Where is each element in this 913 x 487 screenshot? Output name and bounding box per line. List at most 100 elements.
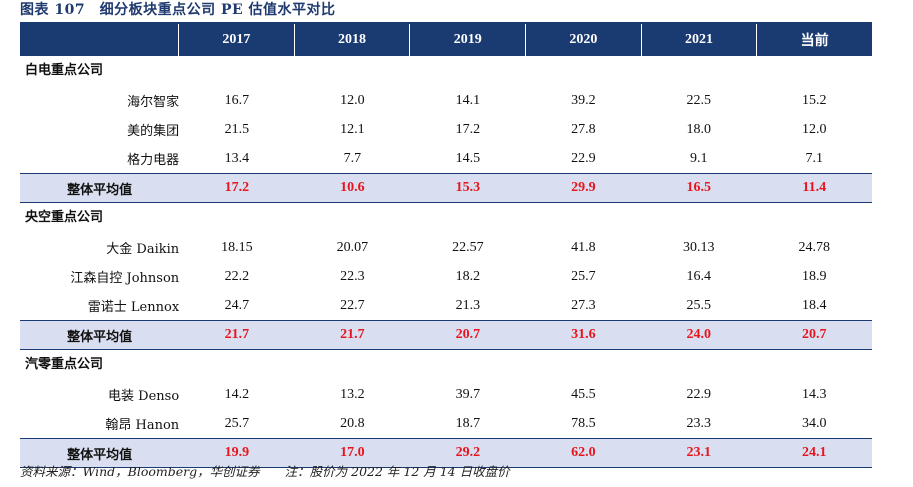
pe-value-cell: 24.7 [224, 297, 250, 313]
pe-value-cell: 18.15 [221, 239, 253, 255]
pe-value-cell: 20.07 [336, 239, 369, 255]
pe-value-cell: 17.2 [455, 121, 481, 137]
average-value-cell: 62.0 [571, 445, 596, 460]
pe-value-cell: 18.7 [455, 415, 481, 431]
pe-value-cell: 12.0 [340, 92, 365, 108]
average-row: 整体平均值 19.9 17.0 29.2 62.0 23.1 24.1 [20, 438, 872, 468]
pe-value-cell: 9.1 [690, 150, 708, 166]
pe-value-cell: 12.0 [802, 121, 827, 137]
pe-value-cell: 25.5 [686, 297, 712, 313]
company-name: 美的集团 [127, 124, 180, 139]
table-row: 美的集团 21.5 12.1 17.2 27.8 18.0 12.0 [20, 115, 872, 144]
pe-value-cell: 22.3 [340, 268, 365, 284]
average-label: 整体平均值 [67, 329, 133, 345]
average-value-cell: 11.4 [802, 180, 827, 195]
pe-value-cell: 25.7 [224, 415, 250, 431]
pe-value-cell: 22.2 [224, 268, 250, 284]
table-row: 大金 Daikin 18.15 20.07 22.57 41.8 30.13 24.78 [20, 233, 872, 262]
header-col-2017: 2017 [178, 24, 294, 56]
pe-value-cell: 22.57 [452, 239, 484, 255]
pe-value-cell: 27.3 [571, 297, 596, 313]
header-col-2021: 2021 [640, 24, 757, 56]
pe-value-cell: 12.1 [340, 121, 365, 137]
average-label: 整体平均值 [67, 447, 133, 463]
company-name: 大金 Daikin [106, 242, 180, 257]
section-label: 汽零重点公司 [25, 357, 104, 372]
pe-value-cell: 22.5 [686, 92, 712, 108]
pe-value-cell: 16.4 [686, 268, 712, 284]
pe-value-cell: 14.5 [455, 150, 481, 166]
average-row: 整体平均值 17.2 10.6 15.3 29.9 16.5 11.4 [20, 173, 872, 203]
pe-value-cell: 18.0 [686, 121, 712, 137]
pe-value-cell: 7.7 [343, 150, 362, 166]
pe-value-cell: 22.9 [686, 386, 712, 402]
pe-value-cell: 14.1 [455, 92, 481, 108]
pe-value-cell: 24.78 [798, 239, 831, 255]
pe-value-cell: 22.9 [571, 150, 596, 166]
company-name: 雷诺士 Lennox [87, 300, 180, 315]
average-row: 整体平均值 21.7 21.7 20.7 31.6 24.0 20.7 [20, 320, 872, 350]
header-col-2020: 2020 [525, 24, 641, 56]
average-value-cell: 31.6 [571, 327, 596, 342]
pe-value-cell: 39.7 [455, 386, 481, 402]
pe-value-cell: 16.7 [224, 92, 250, 108]
average-value-cell: 19.9 [224, 445, 250, 460]
pe-value-cell: 21.3 [455, 297, 481, 313]
header-col-2018: 2018 [293, 24, 410, 56]
section-label: 央空重点公司 [25, 210, 104, 225]
average-value-cell: 29.2 [455, 445, 481, 460]
average-value-cell: 21.7 [340, 327, 365, 342]
section-label: 白电重点公司 [25, 63, 104, 78]
pe-value-cell: 30.13 [683, 239, 715, 255]
table-row: 江森自控 Johnson 22.2 22.3 18.2 25.7 16.4 18.9 [20, 262, 872, 291]
pe-value-cell: 14.3 [802, 386, 827, 402]
company-name: 海尔智家 [127, 95, 180, 110]
pe-value-cell: 25.7 [571, 268, 596, 284]
average-value-cell: 17.0 [340, 445, 365, 460]
company-name: 格力电器 [127, 153, 180, 168]
average-value-cell: 24.0 [686, 327, 712, 342]
pe-value-cell: 41.8 [571, 239, 596, 255]
pe-value-cell: 7.1 [805, 150, 824, 166]
pe-value-cell: 13.2 [340, 386, 365, 402]
pe-value-cell: 23.3 [686, 415, 712, 431]
average-value-cell: 20.7 [802, 327, 827, 342]
pe-value-cell: 15.2 [802, 92, 827, 108]
average-value-cell: 15.3 [455, 180, 481, 195]
pe-value-cell: 39.2 [571, 92, 596, 108]
source-note: 资料来源：Wind，Bloomberg，华创证券 注：股价为 2022 年 12… [20, 464, 510, 479]
pe-value-cell: 78.5 [571, 415, 596, 431]
table-row: 格力电器 13.4 7.7 14.5 22.9 9.1 7.1 [20, 144, 872, 173]
pe-value-cell: 18.4 [802, 297, 827, 313]
average-value-cell: 21.7 [224, 327, 250, 342]
pe-value-cell: 22.7 [340, 297, 365, 313]
average-value-cell: 29.9 [571, 180, 596, 195]
pe-value-cell: 13.4 [224, 150, 250, 166]
average-value-cell: 23.1 [686, 445, 712, 460]
average-label: 整体平均值 [67, 182, 133, 198]
pe-value-cell: 20.8 [340, 415, 365, 431]
pe-value-cell: 27.8 [571, 121, 596, 137]
table-row: 海尔智家 16.7 12.0 14.1 39.2 22.5 15.2 [20, 86, 872, 115]
header-col-2019: 2019 [409, 24, 525, 56]
average-value-cell: 17.2 [224, 180, 250, 195]
figure-title: 图表 107 细分板块重点公司 PE 估值水平对比 [20, 2, 336, 18]
company-name: 江森自控 Johnson [70, 271, 180, 286]
average-value-cell: 24.1 [802, 445, 827, 460]
table-row: 翰昂 Hanon 25.7 20.8 18.7 78.5 23.3 34.0 [20, 409, 872, 438]
average-value-cell: 10.6 [340, 180, 365, 195]
pe-comparison-table: 2017 2018 2019 2020 2021 当前 白电重点公司海尔智家 16… [20, 22, 872, 468]
table-header-row: 2017 2018 2019 2020 2021 当前 [20, 22, 872, 56]
pe-value-cell: 21.5 [224, 121, 250, 137]
table-row: 雷诺士 Lennox 24.7 22.7 21.3 27.3 25.5 18.4 [20, 291, 872, 320]
pe-value-cell: 18.9 [802, 268, 827, 284]
table-body: 白电重点公司海尔智家 16.7 12.0 14.1 39.2 22.5 15.2 美的集团 21… [20, 56, 872, 468]
header-blank-cell [20, 24, 178, 56]
pe-value-cell: 18.2 [455, 268, 481, 284]
company-name: 翰昂 Hanon [105, 418, 180, 433]
header-col-current: 当前 [756, 24, 872, 56]
pe-value-cell: 45.5 [571, 386, 596, 402]
table-row: 电装 Denso 14.2 13.2 39.7 45.5 22.9 14.3 [20, 380, 872, 409]
average-value-cell: 16.5 [686, 180, 712, 195]
average-value-cell: 20.7 [455, 327, 481, 342]
